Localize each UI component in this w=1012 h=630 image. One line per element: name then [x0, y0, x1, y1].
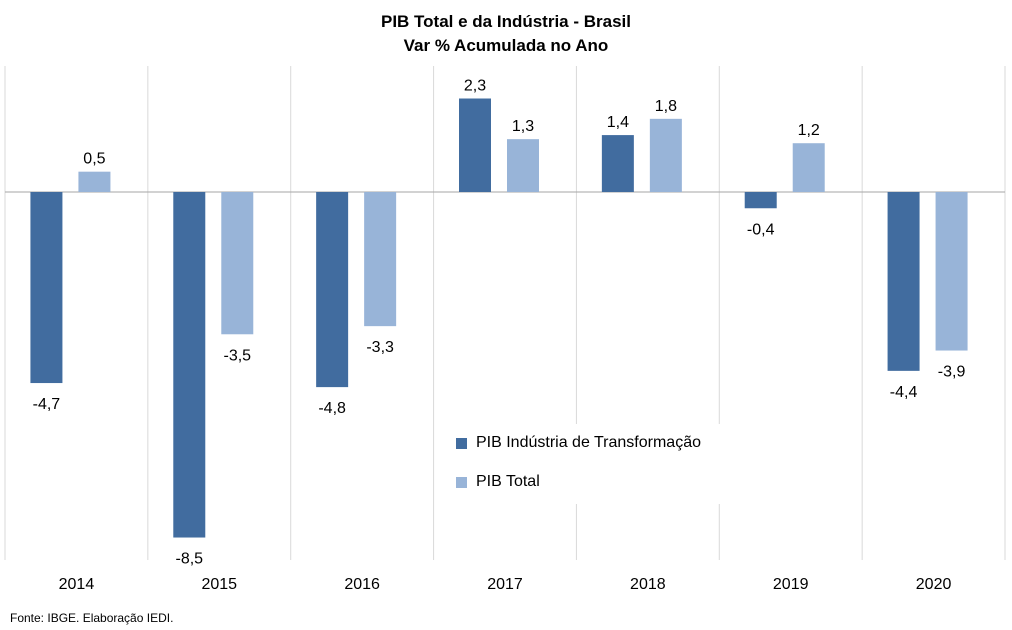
bar-industria-2014 [30, 192, 63, 384]
bar-total-2019 [792, 143, 825, 192]
legend-label-total: PIB Total [476, 473, 540, 490]
value-label-industria-2016: -4,8 [318, 400, 346, 417]
value-label-industria-2014: -4,7 [33, 396, 61, 413]
chart-title-line-1: PIB Total e da Indústria - Brasil [380, 12, 631, 31]
bar-industria-2018 [601, 135, 634, 192]
value-label-industria-2015: -8,5 [175, 551, 203, 568]
bar-total-2018 [649, 118, 682, 192]
value-label-total-2016: -3,3 [366, 339, 394, 356]
value-label-total-2019: 1,2 [798, 122, 820, 139]
legend-swatch-industria [456, 437, 467, 449]
category-label-group: 2014 2015 2016 2017 2018 2019 2020 [59, 576, 952, 593]
value-label-industria-2018: 1,4 [607, 114, 629, 131]
value-label-group: -4,7 -8,5 -4,8 2,3 1,4 -0,4 -4,4 0,5 -3,5 -3,3 1,3… [33, 78, 966, 568]
legend-label-industria: PIB Indústria de Transformação [476, 434, 701, 451]
bar-industria-2020 [887, 192, 920, 371]
legend: PIB Indústria de Transformação PIB Total [450, 424, 750, 504]
category-label-2020: 2020 [916, 576, 952, 593]
bar-industria-2017 [459, 98, 491, 192]
value-label-total-2018: 1,8 [655, 98, 677, 115]
bar-group [30, 98, 968, 538]
bar-total-2017 [507, 139, 539, 192]
value-label-total-2017: 1,3 [512, 118, 534, 135]
legend-item-industria: PIB Indústria de Transformação [456, 433, 701, 453]
category-separators [4, 66, 1006, 560]
bar-total-2015 [221, 192, 254, 335]
source-note: Fonte: IBGE. Elaboração IEDI. [10, 611, 174, 625]
category-label-2018: 2018 [630, 576, 666, 593]
category-label-2016: 2016 [344, 576, 380, 593]
value-label-total-2014: 0,5 [83, 151, 105, 168]
category-label-2017: 2017 [487, 576, 523, 593]
bar-industria-2019 [744, 192, 777, 209]
category-label-2014: 2014 [59, 576, 95, 593]
value-label-industria-2017: 2,3 [464, 78, 486, 95]
legend-item-total: PIB Total [456, 472, 540, 492]
chart-title: PIB Total e da Indústria - Brasil Var % … [0, 10, 1012, 58]
bar-total-2016 [364, 192, 397, 327]
value-label-total-2020: -3,9 [938, 364, 966, 381]
bar-total-2014 [78, 171, 111, 192]
value-label-total-2015: -3,5 [223, 347, 251, 364]
category-label-2019: 2019 [773, 576, 809, 593]
bar-industria-2016 [316, 192, 349, 388]
bar-total-2020 [935, 192, 968, 351]
value-label-industria-2020: -4,4 [890, 384, 918, 401]
bar-industria-2015 [173, 192, 206, 538]
value-label-industria-2019: -0,4 [747, 221, 775, 238]
chart-title-line-2: Var % Acumulada no Ano [403, 36, 609, 55]
category-label-2015: 2015 [201, 576, 237, 593]
legend-swatch-total [456, 476, 467, 488]
